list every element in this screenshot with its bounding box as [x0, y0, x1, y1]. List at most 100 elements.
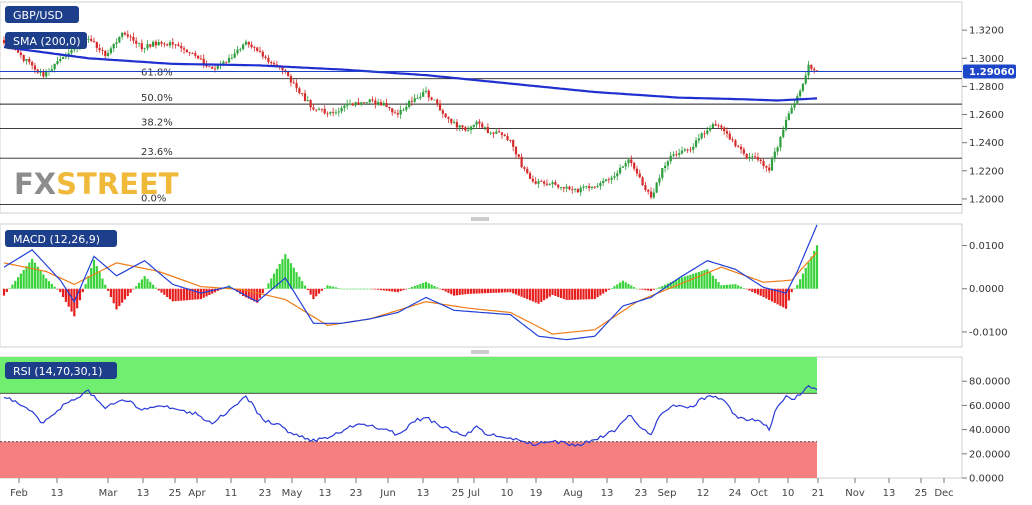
candle-body	[624, 163, 627, 167]
candle-body	[396, 113, 399, 115]
date-tick-label: Dec	[934, 488, 953, 499]
candle-body	[709, 127, 712, 131]
macd-histogram-bar	[661, 285, 664, 289]
macd-histogram-bar	[154, 287, 158, 289]
sma-tag[interactable]: SMA (200,0)	[5, 32, 87, 49]
macd-histogram-bar	[576, 288, 579, 300]
candle-body	[233, 53, 236, 58]
macd-tick-label: 0.0000	[969, 284, 1004, 295]
date-tick-label: Apr	[188, 488, 206, 499]
candle-body	[689, 149, 692, 151]
macd-histogram-bar	[98, 272, 101, 289]
candle-body	[731, 139, 734, 141]
macd-histogram-bar	[284, 254, 287, 289]
macd-histogram-bar	[455, 288, 459, 296]
candle-body	[309, 100, 312, 108]
macd-histogram-bar	[807, 262, 810, 289]
pane-resize-handle-2[interactable]	[471, 350, 489, 354]
pane-resize-handle-1[interactable]	[471, 217, 489, 221]
candle-body	[424, 90, 428, 92]
date-tick-label: 24	[729, 488, 742, 499]
candle-body	[25, 58, 28, 61]
candle-body	[45, 71, 48, 77]
macd-histogram-bar	[624, 282, 627, 289]
macd-histogram-bar	[770, 288, 774, 302]
candle-body	[683, 149, 686, 151]
macd-histogram-bar	[714, 278, 717, 289]
fib-level-label: 23.6%	[141, 147, 173, 158]
candle-body	[261, 51, 264, 57]
date-tick-label: 13	[883, 488, 896, 499]
candle-body	[171, 42, 174, 45]
candle-body	[540, 181, 543, 182]
macd-histogram-bar	[312, 288, 315, 300]
candle-body	[157, 42, 160, 46]
macd-histogram-bar	[573, 288, 577, 300]
candle-body	[104, 50, 107, 57]
macd-histogram-bar	[793, 288, 796, 290]
candle-body	[483, 126, 487, 128]
candle-body	[543, 181, 546, 184]
sma-label: SMA (200,0)	[13, 35, 81, 48]
candle-body	[73, 48, 76, 50]
candle-body	[517, 154, 520, 157]
candle-body	[317, 108, 321, 110]
candle-body	[275, 64, 278, 66]
macd-histogram-bar	[287, 258, 290, 289]
date-tick-label: 25	[452, 488, 465, 499]
macd-histogram-bar	[703, 270, 706, 289]
macd-histogram-bar	[481, 288, 484, 294]
macd-histogram-bar	[281, 259, 284, 289]
candle-body	[725, 131, 729, 134]
date-tick-label: 11	[225, 488, 238, 499]
macd-histogram-bar	[413, 285, 416, 289]
macd-histogram-bar	[599, 288, 602, 296]
macd-histogram-bar	[216, 288, 219, 291]
candle-body	[177, 44, 180, 46]
candle-body	[784, 119, 788, 130]
macd-histogram-bar	[106, 288, 110, 291]
price-tick-label: 1.2600	[969, 110, 1004, 121]
symbol-tag[interactable]: GBP/USD	[5, 6, 79, 23]
rsi-tick-label: 40.0000	[969, 425, 1010, 436]
price-pane: 61.8% 50.0% 38.2% 23.6% 0.0% FXSTREET 1.3200…	[0, 1, 1016, 214]
macd-histogram-bar	[267, 283, 270, 289]
candle-body	[160, 42, 163, 44]
macd-histogram-bar	[514, 288, 518, 295]
macd-histogram-bar	[45, 278, 48, 289]
candle-body	[793, 103, 796, 108]
macd-histogram-bar	[467, 288, 470, 294]
candle-body	[675, 154, 678, 156]
rsi-tag[interactable]: RSI (14,70,30,1)	[5, 362, 117, 379]
macd-histogram-bar	[137, 282, 141, 289]
macd-histogram-bar	[340, 288, 343, 290]
candle-body	[109, 48, 112, 54]
candle-body	[762, 161, 765, 166]
macd-histogram-bar	[804, 267, 807, 289]
macd-histogram-bar	[725, 284, 729, 289]
date-tick-label: 10	[501, 488, 514, 499]
macd-histogram-bar	[678, 278, 681, 289]
candle-body	[292, 82, 295, 84]
candle-body	[678, 153, 681, 155]
macd-histogram-bar	[329, 285, 332, 289]
rsi-tick-label: 80.0000	[969, 377, 1010, 388]
date-tick-label: 13	[601, 488, 614, 499]
candle-body	[638, 173, 641, 178]
macd-pane: 0.0100 0.0000 -0.0100 MACD (12,26,9)	[0, 223, 1008, 348]
macd-histogram-bar	[492, 288, 495, 293]
candle-body	[613, 176, 616, 178]
fib-level-label: 50.0%	[141, 93, 173, 104]
candle-body	[272, 63, 276, 65]
macd-histogram-bar	[337, 288, 340, 289]
fib-level-label: 0.0%	[141, 194, 166, 205]
macd-histogram-bar	[759, 288, 762, 296]
candle-body	[633, 162, 636, 169]
candle-body	[590, 186, 594, 189]
macd-histogram-bar	[346, 288, 349, 290]
macd-tag[interactable]: MACD (12,26,9)	[5, 230, 117, 247]
macd-histogram-bar	[61, 288, 65, 298]
macd-histogram-bar	[244, 288, 248, 298]
candle-body	[455, 122, 459, 128]
macd-histogram-bar	[205, 288, 208, 297]
